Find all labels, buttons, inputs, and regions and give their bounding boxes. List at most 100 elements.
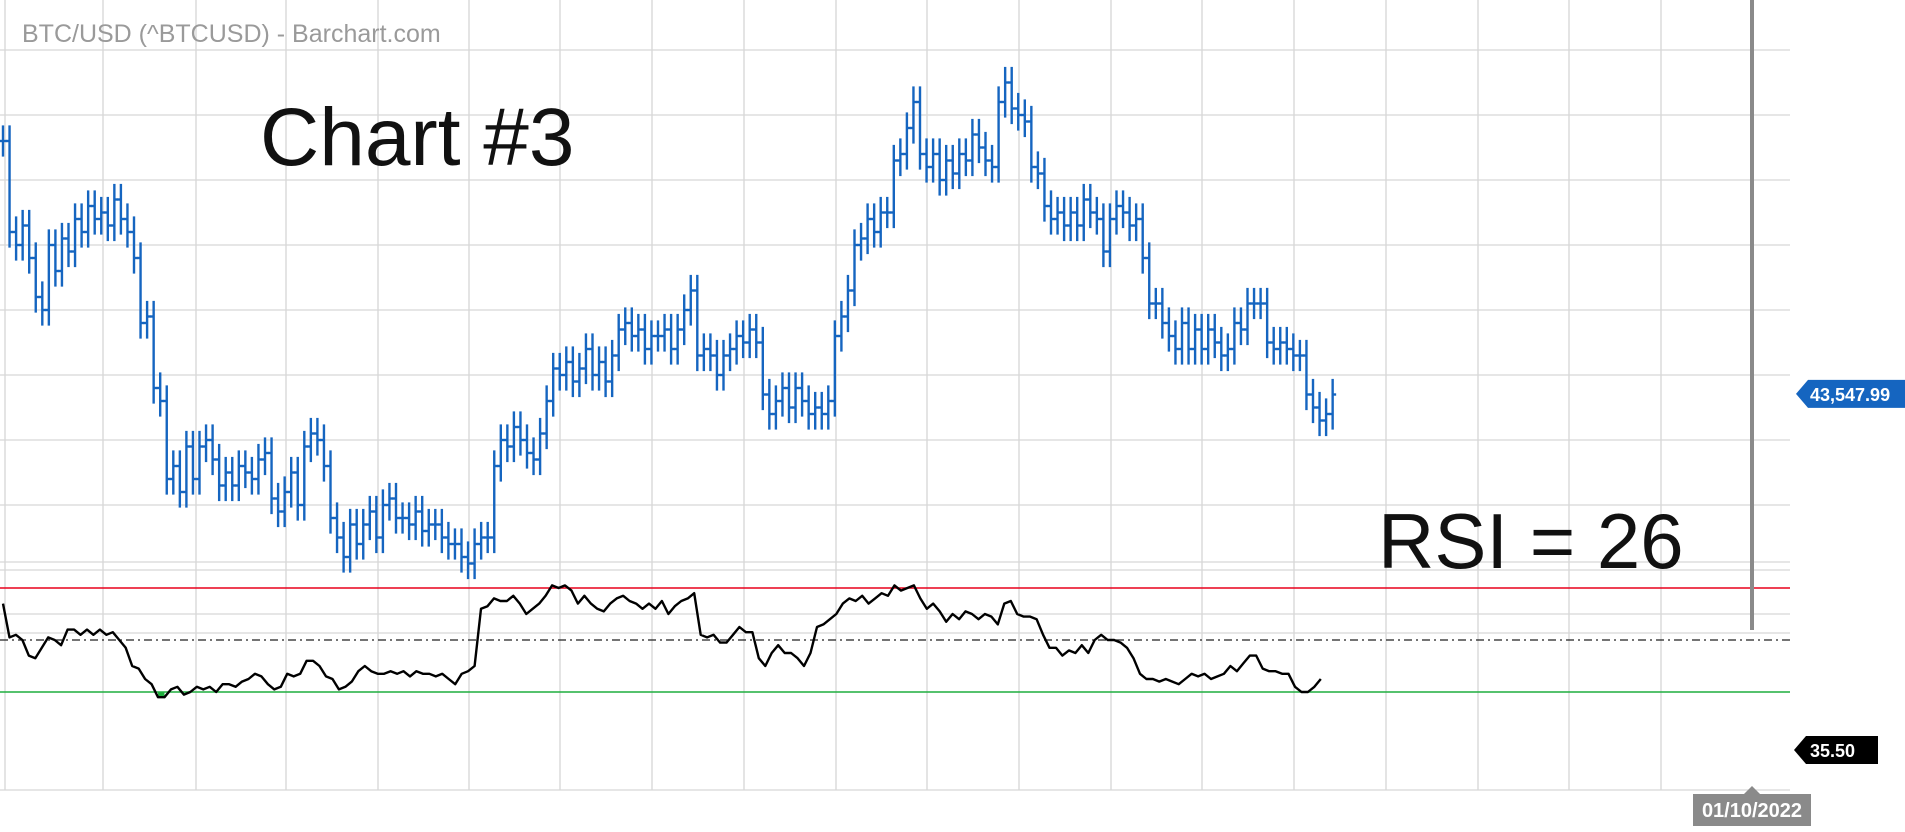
price-bar bbox=[647, 320, 655, 365]
price-bar bbox=[530, 437, 538, 476]
price-bar bbox=[451, 528, 459, 560]
price-bar bbox=[1178, 307, 1186, 365]
price-bar bbox=[1040, 157, 1048, 222]
price-bar bbox=[248, 456, 256, 495]
price-bar bbox=[1224, 333, 1232, 372]
price-bar bbox=[1302, 339, 1310, 411]
price-bar bbox=[287, 456, 295, 508]
price-bar bbox=[1014, 92, 1022, 131]
price-bar bbox=[667, 313, 675, 365]
price-bar bbox=[268, 437, 276, 515]
price-bar bbox=[1191, 313, 1199, 365]
price-bar bbox=[65, 222, 72, 268]
price-bar bbox=[497, 424, 505, 482]
price-bar bbox=[995, 86, 1003, 183]
price-bar bbox=[241, 450, 249, 489]
price-bar bbox=[196, 430, 203, 495]
price-bar bbox=[385, 482, 393, 521]
price-bar bbox=[1283, 326, 1291, 365]
price-bar bbox=[1099, 203, 1107, 268]
price-bar bbox=[1263, 287, 1271, 359]
price-bar bbox=[399, 502, 407, 534]
price-bar bbox=[274, 482, 282, 528]
price-bar bbox=[340, 521, 348, 573]
price-bar bbox=[955, 138, 963, 190]
price-bar bbox=[484, 521, 492, 554]
price-bar bbox=[634, 313, 642, 352]
price-bar bbox=[1054, 196, 1062, 235]
price-bar bbox=[916, 86, 924, 170]
price-bar bbox=[346, 508, 354, 573]
price-bar bbox=[182, 430, 190, 508]
rsi-extreme-fills bbox=[158, 692, 165, 698]
price-bar bbox=[1185, 307, 1193, 365]
price-bar bbox=[458, 528, 465, 573]
price-bar bbox=[176, 450, 184, 508]
price-bar bbox=[523, 424, 531, 469]
price-bar bbox=[962, 138, 970, 177]
price-bar bbox=[313, 417, 321, 456]
price-bar bbox=[38, 281, 46, 326]
price-bar bbox=[621, 307, 629, 346]
price-bar bbox=[549, 352, 557, 417]
price-bar bbox=[1126, 196, 1134, 242]
price-bar bbox=[45, 229, 53, 326]
price-bar bbox=[209, 424, 217, 476]
price-bar bbox=[19, 209, 27, 261]
price-bar bbox=[864, 203, 872, 255]
price-bar bbox=[117, 183, 125, 235]
price-bar bbox=[464, 541, 472, 580]
chart-source-title: BTC/USD (^BTCUSD) - Barchart.com bbox=[22, 20, 441, 48]
price-bar bbox=[412, 495, 420, 541]
price-bar bbox=[543, 385, 551, 450]
price-bar bbox=[12, 216, 20, 261]
price-bar bbox=[628, 307, 636, 352]
price-bar bbox=[720, 339, 727, 391]
price-bar bbox=[700, 333, 708, 372]
rsi-annotation-label: RSI = 26 bbox=[1378, 497, 1684, 585]
price-bar bbox=[1021, 99, 1029, 138]
price-bar bbox=[661, 313, 669, 352]
price-bar bbox=[805, 385, 813, 430]
price-bar bbox=[739, 320, 747, 359]
price-bar bbox=[1171, 320, 1179, 365]
price-bar bbox=[1217, 326, 1225, 372]
price-bar bbox=[228, 456, 236, 502]
last-rsi-value: 35.50 bbox=[1810, 741, 1855, 761]
price-bar bbox=[1158, 287, 1166, 339]
price-bar bbox=[706, 333, 714, 372]
price-bar bbox=[516, 411, 524, 456]
price-bar bbox=[130, 216, 138, 274]
price-bar bbox=[687, 274, 695, 326]
price-bar bbox=[1296, 339, 1304, 372]
price-bar bbox=[235, 450, 243, 502]
last-rsi-badge: 35.50 bbox=[1794, 736, 1878, 764]
price-bar bbox=[1113, 190, 1120, 235]
price-bar bbox=[1198, 313, 1206, 365]
price-bar bbox=[1289, 333, 1297, 372]
price-bar bbox=[674, 313, 682, 365]
price-bar bbox=[1316, 391, 1324, 437]
price-bar bbox=[32, 242, 40, 313]
price-bar bbox=[405, 502, 413, 541]
price-bar bbox=[746, 313, 754, 359]
price-bar bbox=[418, 495, 426, 547]
price-bar bbox=[1027, 105, 1035, 183]
price-bar bbox=[608, 339, 616, 398]
price-bar bbox=[844, 274, 852, 333]
price-bar bbox=[582, 333, 590, 385]
price-bar bbox=[163, 385, 171, 495]
price-bar bbox=[490, 450, 498, 554]
price-bar bbox=[110, 183, 118, 242]
price-bar bbox=[785, 372, 793, 424]
price-bar bbox=[811, 391, 819, 430]
price-bar bbox=[156, 372, 164, 417]
price-bar bbox=[792, 372, 800, 424]
price-bar bbox=[909, 86, 917, 144]
price-bar bbox=[949, 144, 957, 190]
price-bar bbox=[870, 203, 878, 248]
price-bar bbox=[975, 118, 983, 164]
price-bar bbox=[1139, 203, 1147, 274]
price-bar bbox=[0, 125, 7, 157]
